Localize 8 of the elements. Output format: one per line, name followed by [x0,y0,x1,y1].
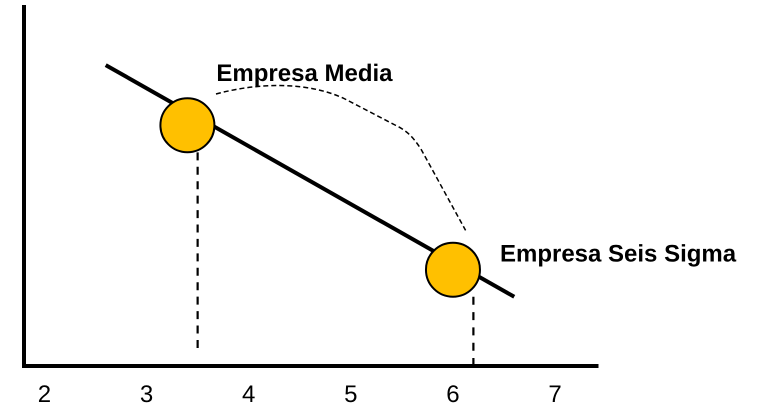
x-tick-label: 4 [242,381,256,406]
x-tick-label: 3 [140,381,154,406]
x-tick-label: 5 [344,381,358,406]
x-tick-label: 2 [38,381,52,406]
annotation: Empresa Media [216,60,394,87]
x-tick-label: 6 [446,381,460,406]
annotation: Empresa Seis Sigma [500,240,737,268]
x-tick-label: 7 [548,381,562,406]
